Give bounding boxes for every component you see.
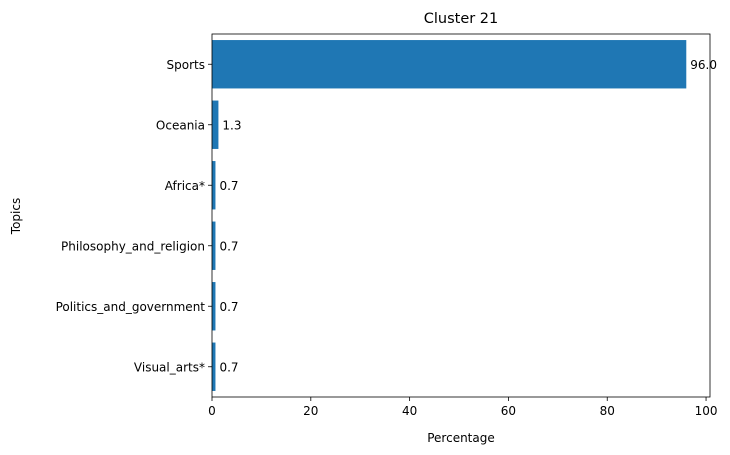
bar-1 — [212, 100, 219, 149]
data-label-3: 0.7 — [219, 239, 238, 253]
y-tick-label-3: Philosophy_and_religion — [61, 239, 205, 253]
y-tick-label-2: Africa* — [165, 179, 205, 193]
x-axis-label: Percentage — [427, 431, 495, 445]
bar-2 — [212, 161, 216, 210]
y-tick-label-4: Politics_and_government — [56, 300, 206, 314]
chart-title: Cluster 21 — [424, 11, 499, 27]
x-tick-label-2: 40 — [402, 404, 417, 418]
data-label-0: 96.0 — [690, 58, 717, 72]
bar-0 — [212, 40, 687, 89]
y-tick-label-0: Sports — [167, 58, 205, 72]
data-label-4: 0.7 — [219, 300, 238, 314]
x-tick-label-3: 60 — [501, 404, 516, 418]
plot-area: Sports 96.0 Oceania 1.3 Africa* 0.7 Philosophy… — [56, 33, 718, 418]
x-tick-label-4: 80 — [600, 404, 615, 418]
bar-3 — [212, 221, 216, 270]
data-label-2: 0.7 — [219, 179, 238, 193]
x-tick-label-1: 20 — [303, 404, 318, 418]
y-axis-label: Topics — [9, 198, 23, 235]
plot-frame — [211, 33, 711, 398]
y-tick-label-5: Visual_arts* — [134, 360, 205, 374]
data-label-5: 0.7 — [219, 360, 238, 374]
y-tick-label-1: Oceania — [156, 118, 205, 132]
bar-5 — [212, 342, 216, 391]
x-tick-label-0: 0 — [208, 404, 216, 418]
bar-4 — [212, 282, 216, 331]
x-tick-label-5: 100 — [695, 404, 718, 418]
data-label-1: 1.3 — [222, 118, 241, 132]
